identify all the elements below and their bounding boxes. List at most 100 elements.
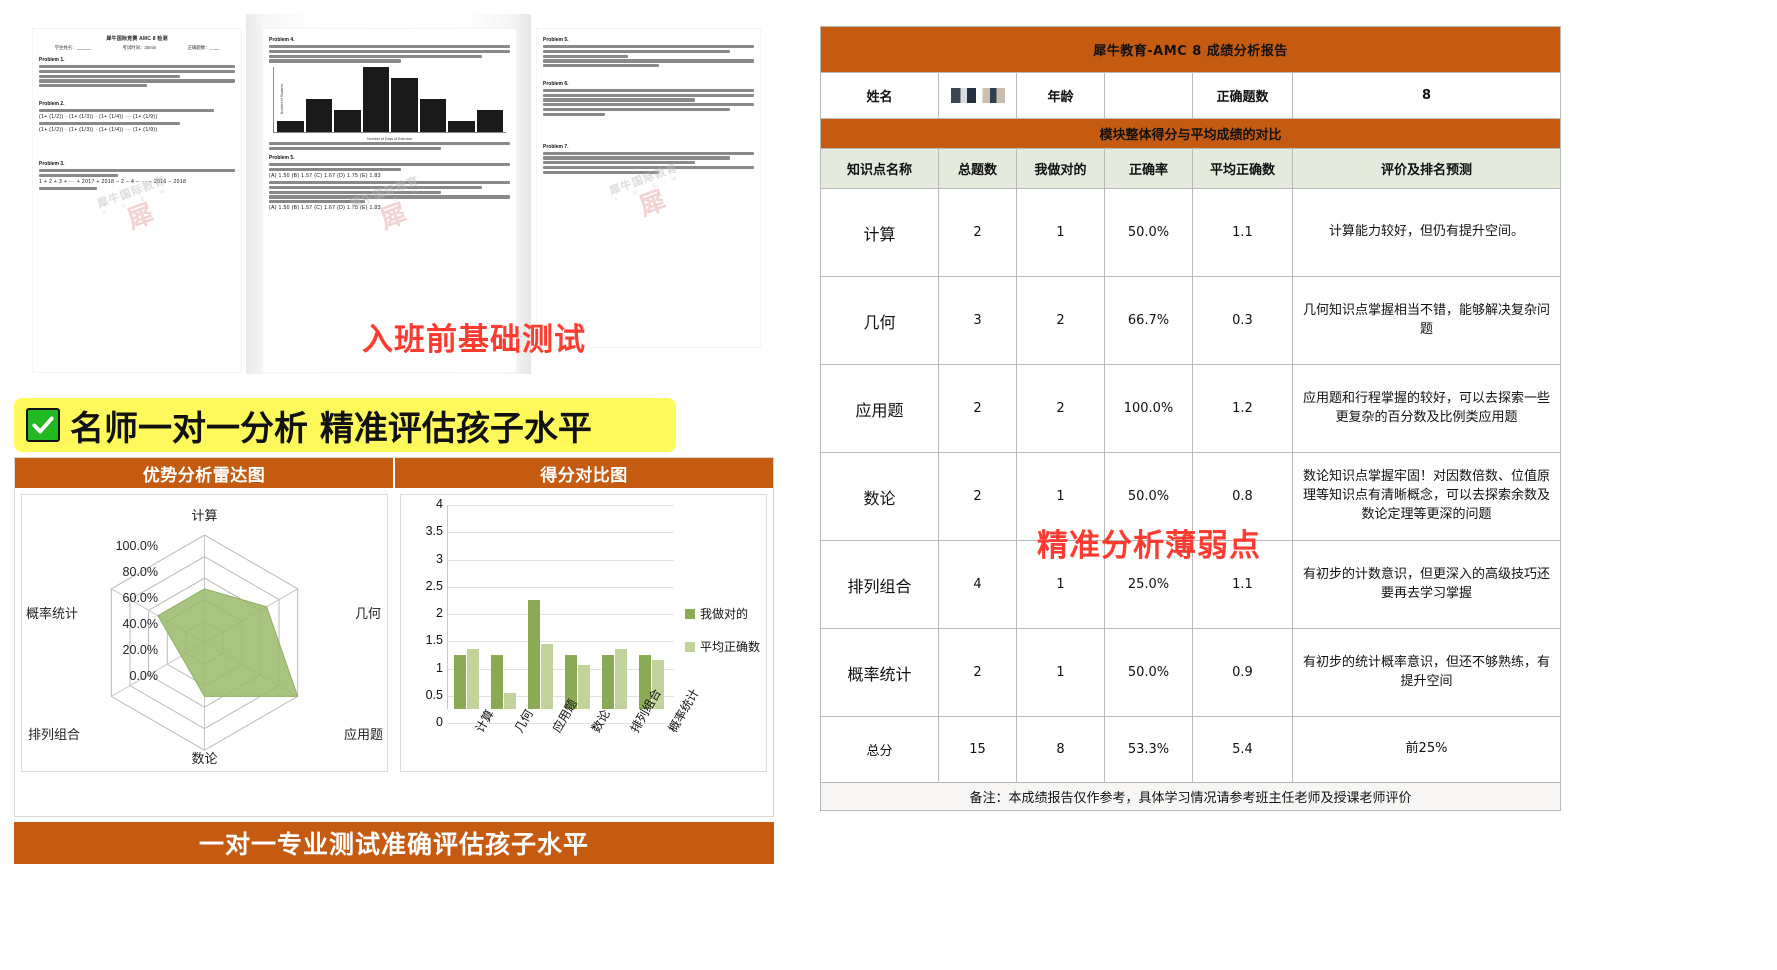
col-average-correct: 平均正确数 — [1192, 148, 1293, 189]
gridline — [448, 614, 674, 615]
col-accuracy: 正确率 — [1104, 148, 1193, 189]
total-mine: 8 — [1016, 716, 1105, 783]
bar-avg — [504, 692, 516, 709]
watermark-logo: 犀 — [375, 197, 411, 235]
score-report: 犀牛教育-AMC 8 成绩分析报告 姓名 年龄 正确题数 8 模块整体得分与平均… — [820, 26, 1561, 906]
problem-head: Problem 4. — [269, 37, 295, 43]
test-paper-1: 犀牛国际竞赛 AMC 8 检测 学生姓名：______ 考试时间：30min 正… — [32, 28, 242, 373]
bar-xtick-label: 计算 — [472, 707, 497, 735]
row-name: 排列组合 — [820, 540, 939, 629]
banner-text: 名师一对一分析 精准评估孩子水平 — [70, 408, 592, 449]
row-comment: 数论知识点掌握牢固！对因数倍数、位值原理等知识点有清晰概念，可以去探索余数及数论… — [1292, 452, 1561, 541]
bar-avg — [467, 649, 479, 709]
row-total: 2 — [938, 188, 1017, 277]
gridline — [448, 668, 674, 670]
radar-tick-100: 100.0% — [115, 539, 158, 553]
problem-head: Problem 6. — [543, 80, 569, 87]
total-avg: 5.4 — [1192, 716, 1293, 783]
test-paper-2: Problem 4. Number of Students Number of … — [262, 28, 517, 373]
bar-avg — [578, 665, 590, 709]
total-name: 总分 — [820, 716, 939, 783]
total-row: 总分 15 8 53.3% 5.4 前25% — [820, 716, 1561, 783]
bar-plot-area — [447, 505, 674, 724]
row-name: 概率统计 — [820, 628, 939, 717]
row-mine: 1 — [1016, 540, 1105, 629]
gridline — [448, 559, 674, 561]
col-total-questions: 总题数 — [938, 148, 1017, 189]
bar-avg — [652, 659, 664, 709]
watermark: 犀牛国际教育 X . N . E . W 犀 — [96, 175, 177, 239]
radar-axis-label-2: 应用题 — [343, 727, 383, 742]
bar-ytick-label: 0 — [436, 715, 443, 729]
problem-choices-cn: (A) 1.50 (B) 1.57 (C) 1.67 (D) 1.75 (E) … — [269, 205, 381, 212]
problem-head: Problem 5. — [543, 37, 569, 43]
radar-chart: 计算 几何 应用题 数论 排列组合 概率统计 100.0% 80.0% 60.0… — [21, 494, 388, 772]
bar-mine — [528, 600, 540, 709]
left-panel: 犀牛国际竞赛 AMC 8 检测 学生姓名：______ 考试时间：30min 正… — [0, 0, 800, 970]
row-avg: 1.2 — [1192, 364, 1293, 453]
row-comment: 有初步的统计概率意识，但还不够熟练，有提升空间 — [1292, 628, 1561, 717]
report-table: 犀牛教育-AMC 8 成绩分析报告 姓名 年龄 正确题数 8 模块整体得分与平均… — [820, 26, 1561, 811]
gridline — [448, 586, 674, 588]
total-rate: 53.3% — [1104, 716, 1193, 783]
row-rate: 50.0% — [1104, 452, 1193, 541]
row-total: 2 — [938, 452, 1017, 541]
row-comment: 应用题和行程掌握的较好，可以去探索一些更复杂的百分数及比例类应用题 — [1292, 364, 1561, 453]
row-name: 应用题 — [820, 364, 939, 453]
bar-ytick-label: 1.5 — [425, 633, 443, 648]
row-rate: 66.7% — [1104, 276, 1193, 365]
bar-group — [485, 505, 522, 709]
meta-name: 学生姓名：______ — [54, 45, 92, 50]
bar-ytick-label: 1 — [436, 660, 443, 675]
paper-chart-bars — [277, 66, 503, 132]
row-name: 几何 — [820, 276, 939, 365]
bar-xtick-label: 概率统计 — [666, 686, 703, 735]
bar-ytick-label: 4 — [436, 497, 443, 511]
bar-group — [633, 505, 670, 709]
right-panel: 犀牛教育-AMC 8 成绩分析报告 姓名 年龄 正确题数 8 模块整体得分与平均… — [815, 0, 1777, 970]
bar-xtick-label: 几何 — [511, 707, 536, 735]
table-row: 几何 3 2 66.7% 0.3 几何知识点掌握相当不错，能够解决复杂问题 — [820, 276, 1561, 365]
legend-label-avg: 平均正确数 — [699, 640, 760, 654]
bar-group — [448, 505, 485, 709]
bar-legend: 我做对的 平均正确数 — [684, 605, 760, 671]
row-rate: 25.0% — [1104, 540, 1193, 629]
radar-axis-label-5: 概率统计 — [26, 606, 79, 621]
highlight-banner: 名师一对一分析 精准评估孩子水平 — [14, 398, 676, 452]
table-row: 计算 2 1 50.0% 1.1 计算能力较好，但仍有提升空间。 — [820, 188, 1561, 277]
paper-bar-chart: Number of Students — [273, 66, 506, 133]
row-mine: 1 — [1016, 452, 1105, 541]
bar-mine — [639, 654, 651, 709]
left-footer-banner: 一对一专业测试准确评估孩子水平 — [14, 822, 774, 864]
legend-swatch-avg — [684, 641, 695, 652]
check-icon — [26, 408, 60, 442]
problem-head: Problem 2. — [39, 100, 65, 107]
watermark-logo: 犀 — [122, 197, 158, 235]
bar-xtick-label: 数论 — [588, 707, 613, 735]
note-row: 备注：本成绩报告仅作参考，具体学习情况请参考班主任老师及授课老师评价 — [820, 782, 1561, 811]
gridline — [448, 723, 674, 724]
radar-canvas — [22, 495, 387, 771]
bar-mine — [602, 654, 614, 709]
redacted-name-mosaic — [950, 88, 1005, 103]
row-avg: 1.1 — [1192, 540, 1293, 629]
row-name: 数论 — [820, 452, 939, 541]
report-title-row: 犀牛教育-AMC 8 成绩分析报告 — [820, 26, 1561, 73]
charts-header: 优势分析雷达图 得分对比图 — [15, 458, 773, 488]
radar-axis-label-0: 计算 — [191, 508, 218, 523]
radar-tick-80: 80.0% — [122, 565, 158, 579]
watermark-logo: 犀 — [634, 184, 670, 222]
row-total: 2 — [938, 628, 1017, 717]
row-mine: 2 — [1016, 276, 1105, 365]
bar-mine — [454, 654, 466, 709]
problem-head: Problem 5. — [269, 155, 295, 162]
bar-group — [596, 505, 633, 709]
bar-group — [559, 505, 596, 709]
problem-equation: (1+ (1/2)) · (1+ (1/3)) · (1+ (1/4)) ···… — [39, 127, 158, 134]
legend-item-mine: 我做对的 — [684, 605, 760, 622]
row-avg: 0.3 — [1192, 276, 1293, 365]
row-name: 计算 — [820, 188, 939, 277]
paper-chart-xlabel: Number of Days of Exercise — [367, 136, 412, 141]
problem-equation: 1 + 2 + 3 + ··· + 2017 + 2018 − 2 − 4 − … — [39, 179, 187, 186]
row-comment: 几何知识点掌握相当不错，能够解决复杂问题 — [1292, 276, 1561, 365]
